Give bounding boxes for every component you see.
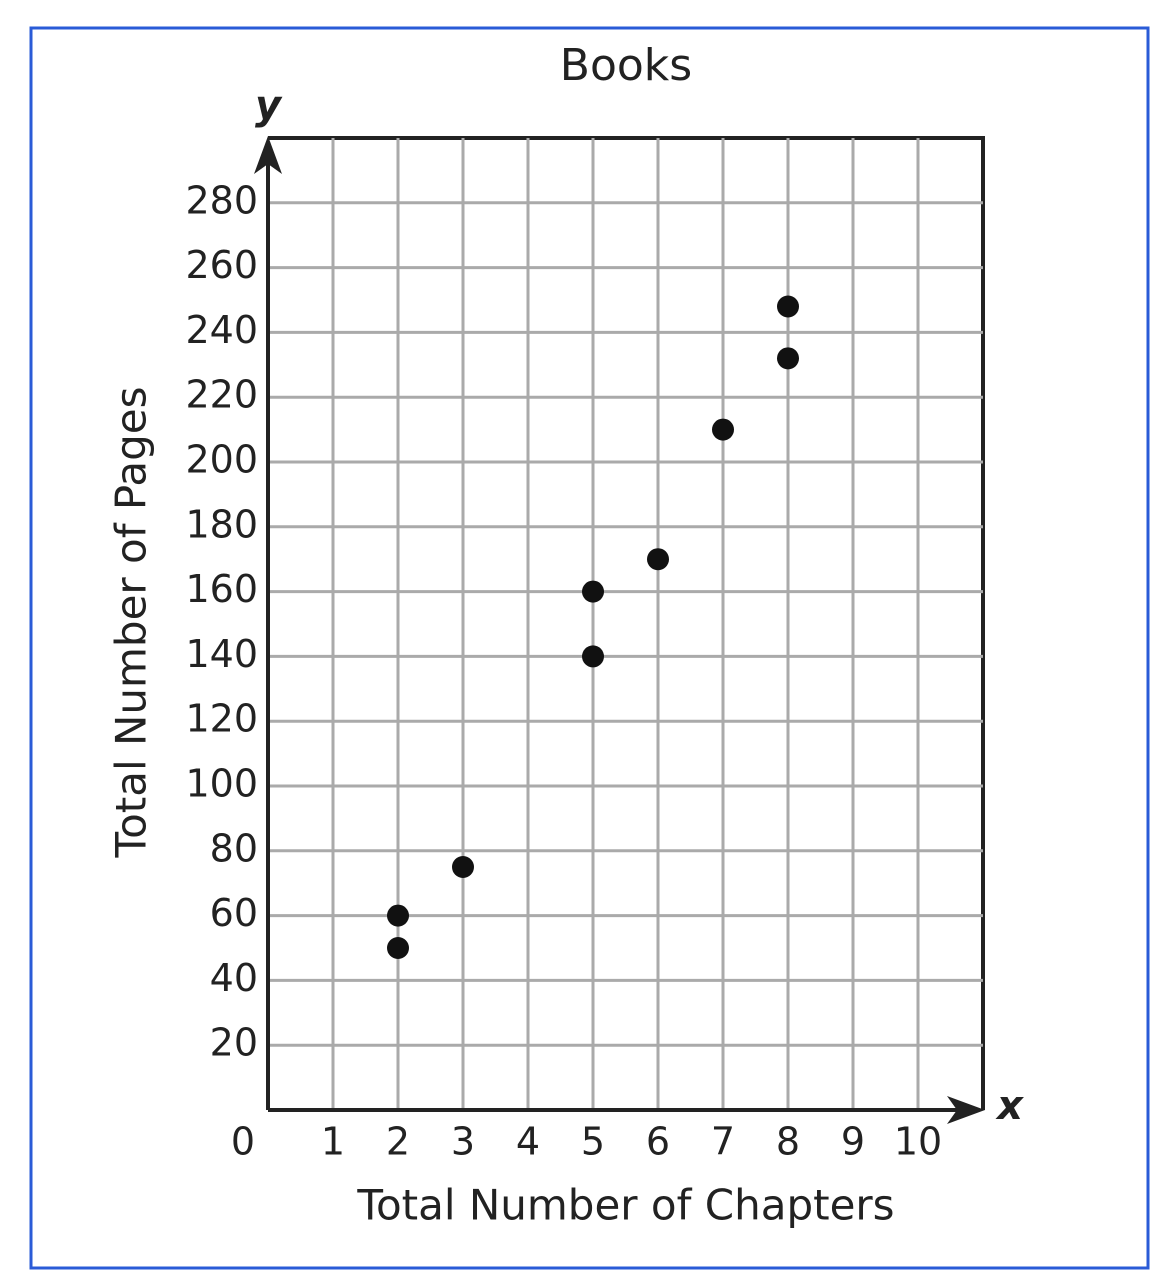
x-tick-label: 8: [776, 1120, 800, 1164]
y-tick-label: 40: [210, 956, 258, 1000]
x-arrow: [947, 1096, 985, 1124]
y-tick-label: 100: [185, 762, 258, 806]
y-axis-symbol: y: [255, 83, 283, 129]
point: [777, 295, 799, 318]
x-axis-title: Total Number of Chapters: [356, 1181, 894, 1230]
x-tick-label: 0: [231, 1120, 255, 1164]
y-tick-label: 200: [185, 438, 258, 482]
y-tick-label: 160: [185, 567, 258, 611]
y-arrow: [254, 136, 282, 174]
x-tick-label: 3: [451, 1120, 475, 1164]
y-tick-label: 260: [185, 243, 258, 287]
point: [712, 418, 734, 441]
y-tick-label: 180: [185, 502, 258, 546]
y-tick-label: 120: [185, 697, 258, 741]
x-tick-label: 9: [841, 1120, 865, 1164]
x-tick-label: 4: [516, 1120, 540, 1164]
x-axis-symbol: x: [995, 1083, 1024, 1129]
chart-title: Books: [560, 40, 692, 91]
x-tick-label: 6: [646, 1120, 670, 1164]
x-tick-label: 2: [386, 1120, 410, 1164]
point: [452, 856, 474, 878]
y-tick-label: 240: [185, 308, 258, 352]
y-tick-label: 60: [210, 891, 258, 935]
x-tick-label: 7: [711, 1120, 735, 1164]
y-tick-label: 140: [185, 632, 258, 676]
y-tick-label: 280: [185, 178, 258, 222]
y-tick-label: 20: [210, 1021, 258, 1065]
point: [387, 904, 409, 927]
x-tick-label: 5: [581, 1120, 605, 1164]
point: [387, 937, 409, 959]
point: [582, 645, 604, 668]
y-tick-label: 220: [185, 373, 258, 417]
y-tick-label: 80: [210, 826, 258, 870]
x-tick-label: 10: [894, 1120, 942, 1164]
y-axis-title: Total Number of Pages: [107, 387, 156, 859]
point: [777, 347, 799, 370]
point: [582, 580, 604, 603]
point: [647, 548, 669, 571]
x-tick-label: 1: [321, 1120, 345, 1164]
